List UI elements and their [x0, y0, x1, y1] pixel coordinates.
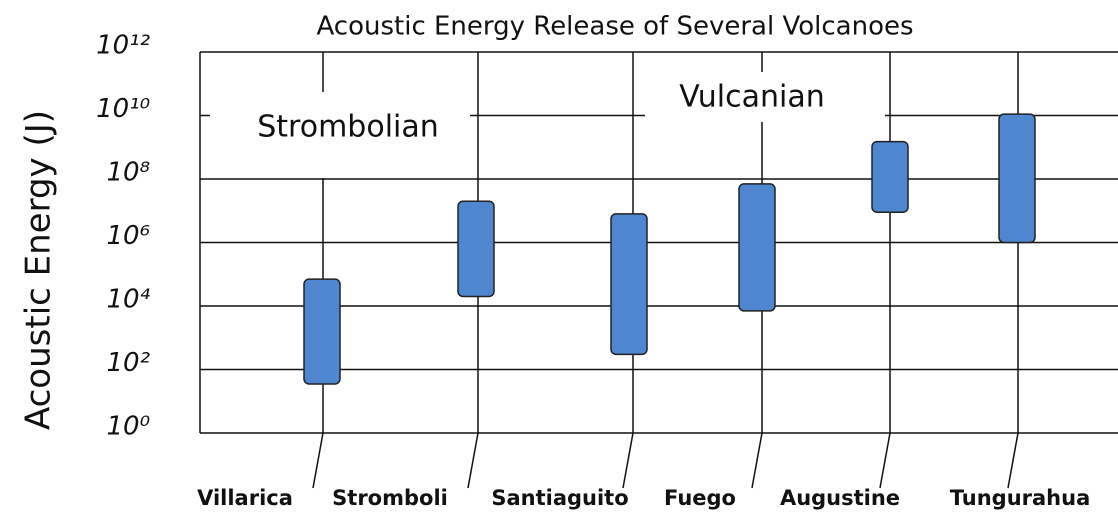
annotation-box: [210, 92, 470, 178]
x-tick-label: Fuego: [664, 486, 736, 510]
y-tick-label: 10¹⁰: [96, 94, 151, 124]
leader-line: [879, 432, 891, 489]
chart-title: Acoustic Energy Release of Several Volca…: [316, 12, 913, 42]
x-tick-label: Tungurahua: [950, 486, 1091, 510]
y-tick-label: 10⁰: [106, 412, 150, 442]
y-tick-label: 10⁶: [106, 221, 150, 251]
y-axis-label: Acoustic Energy (J): [19, 110, 59, 430]
y-tick-label: 10²: [106, 348, 150, 378]
y-tick-label: 10⁴: [106, 285, 150, 315]
leader-line: [312, 432, 324, 489]
bar: [998, 113, 1036, 244]
x-tick-label: Augustine: [780, 486, 900, 510]
bar: [871, 140, 909, 213]
y-tick-label: 10⁸: [106, 158, 150, 188]
leader-line: [467, 432, 479, 489]
annotation: Strombolian: [257, 110, 439, 145]
bar: [610, 213, 648, 356]
leader-line: [622, 432, 634, 489]
y-tick-label: 10¹²: [96, 31, 150, 61]
x-tick-label: Villarica: [197, 486, 293, 510]
leader-line: [1007, 432, 1019, 489]
leader-line: [751, 432, 763, 489]
annotation-box: [645, 72, 885, 122]
x-tick-label: Stromboli: [332, 486, 448, 510]
bar: [303, 278, 341, 385]
x-tick-label: Santiaguito: [491, 486, 628, 510]
annotation: Vulcanian: [679, 80, 824, 115]
bar: [738, 183, 776, 312]
bar: [457, 200, 495, 298]
